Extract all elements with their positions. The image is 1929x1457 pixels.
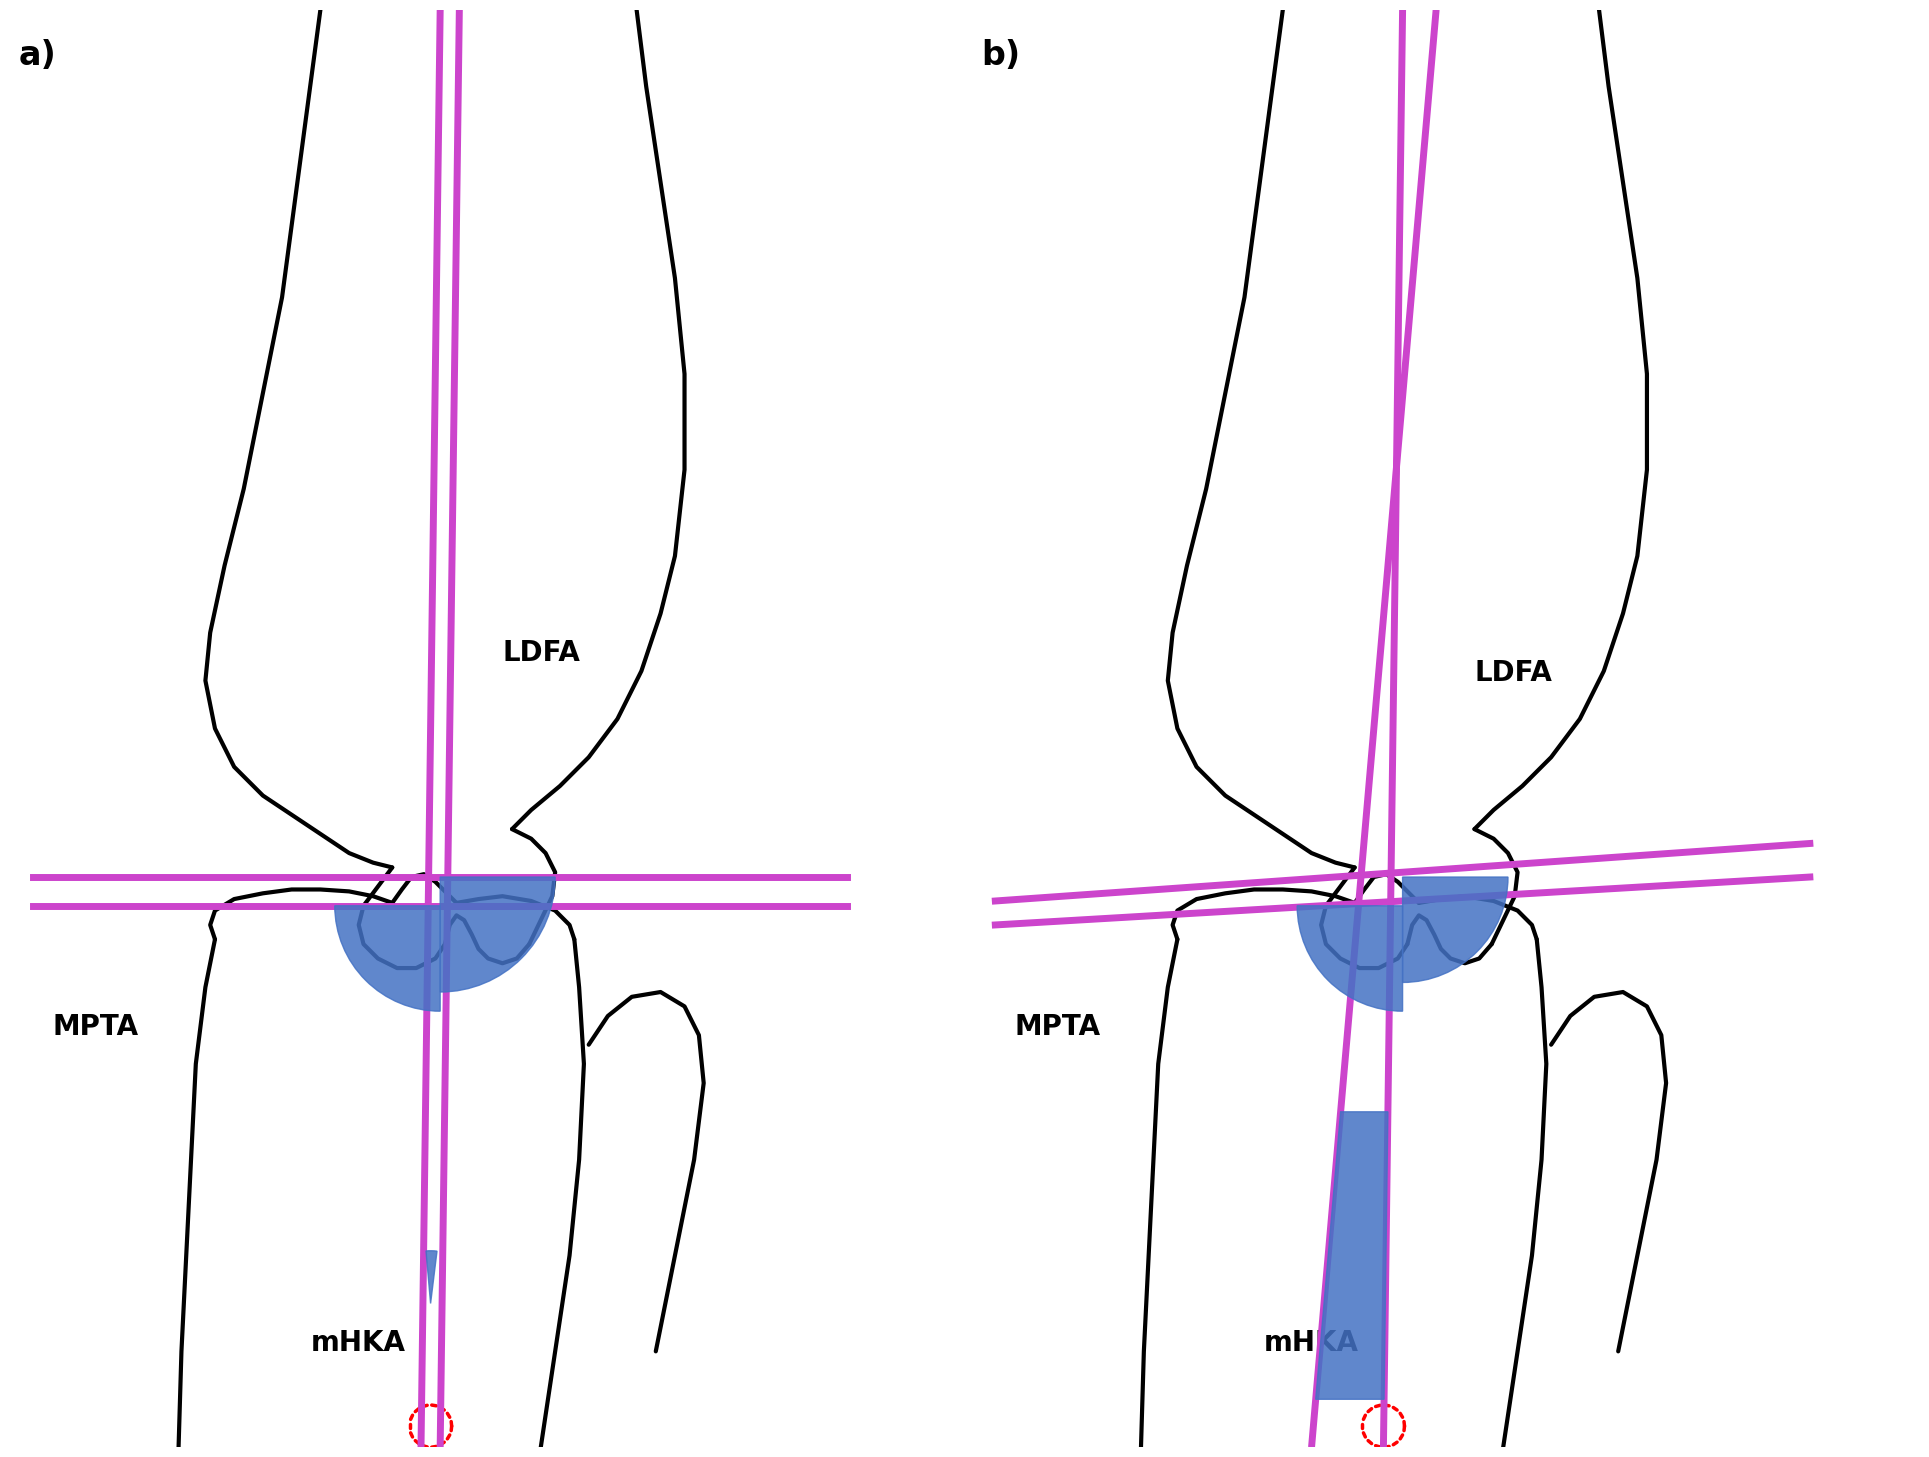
Wedge shape bbox=[336, 906, 440, 1011]
Text: LDFA: LDFA bbox=[1474, 659, 1553, 686]
Polygon shape bbox=[1316, 1112, 1387, 1399]
Text: MPTA: MPTA bbox=[52, 1013, 139, 1042]
Wedge shape bbox=[1402, 877, 1508, 982]
Text: mHKA: mHKA bbox=[1263, 1329, 1358, 1358]
Wedge shape bbox=[1296, 906, 1402, 1011]
Wedge shape bbox=[440, 877, 556, 992]
Text: a): a) bbox=[19, 38, 56, 71]
Wedge shape bbox=[426, 1250, 438, 1304]
Text: mHKA: mHKA bbox=[311, 1329, 405, 1358]
Text: MPTA: MPTA bbox=[1015, 1013, 1101, 1042]
Text: b): b) bbox=[982, 38, 1020, 71]
Text: LDFA: LDFA bbox=[502, 640, 581, 667]
